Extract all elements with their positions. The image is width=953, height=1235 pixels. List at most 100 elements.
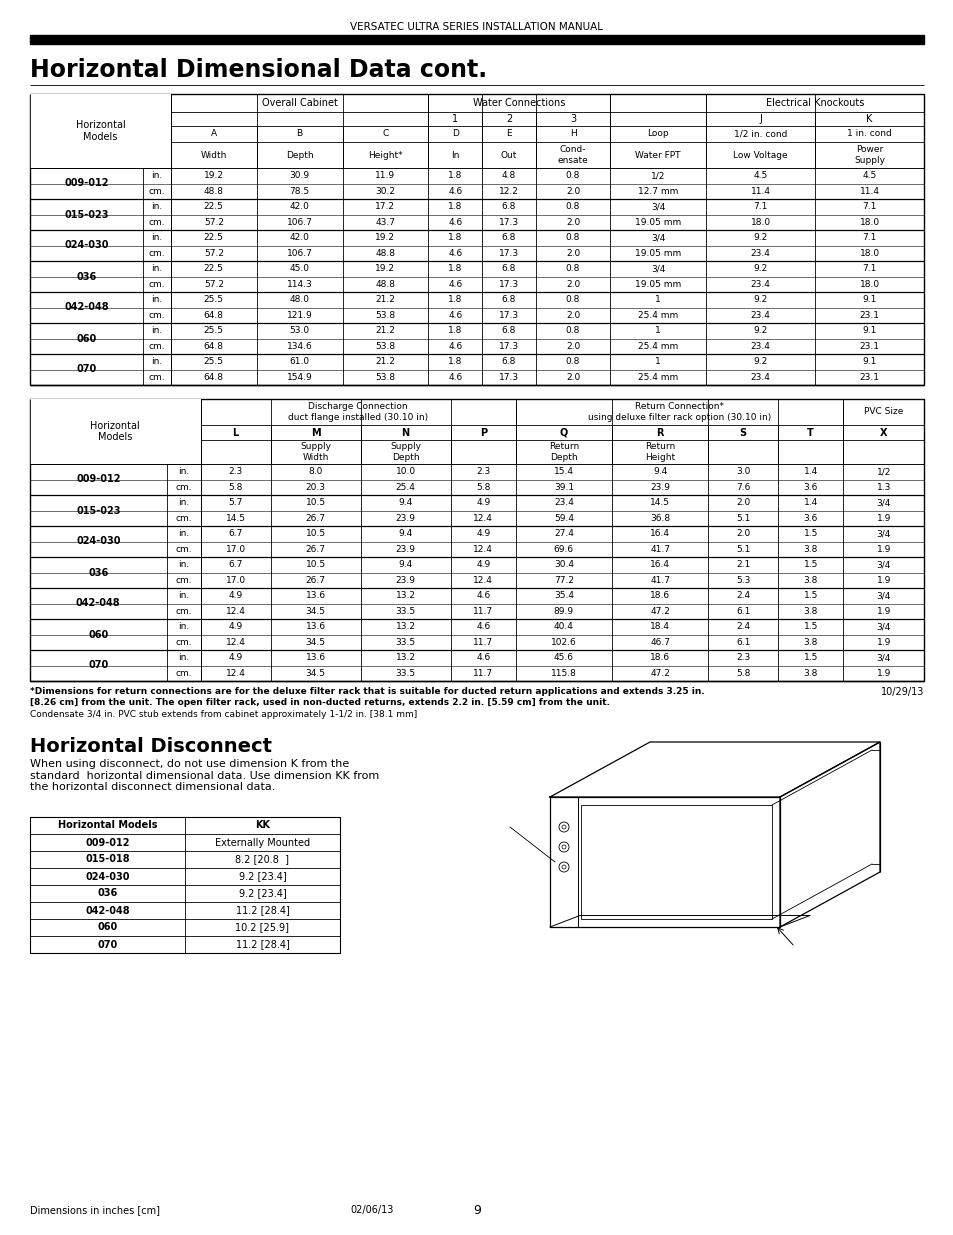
Text: 1.8: 1.8 xyxy=(448,295,462,304)
Text: 10/29/13: 10/29/13 xyxy=(880,687,923,697)
Text: 17.3: 17.3 xyxy=(498,342,518,351)
Text: 0.8: 0.8 xyxy=(565,357,579,367)
Text: 1.9: 1.9 xyxy=(876,637,890,647)
Text: 13.6: 13.6 xyxy=(305,622,325,631)
Text: 12.4: 12.4 xyxy=(473,514,493,522)
Text: 3.8: 3.8 xyxy=(802,606,817,616)
Text: 23.4: 23.4 xyxy=(554,498,574,508)
Text: 036: 036 xyxy=(97,888,117,899)
Text: 3/4: 3/4 xyxy=(650,264,665,273)
Text: Width: Width xyxy=(200,151,227,159)
Text: 1.9: 1.9 xyxy=(876,606,890,616)
Text: 45.0: 45.0 xyxy=(290,264,310,273)
Text: 78.5: 78.5 xyxy=(290,186,310,196)
Text: Electrical Knockouts: Electrical Knockouts xyxy=(765,98,863,107)
Text: 3/4: 3/4 xyxy=(650,203,665,211)
Text: 3.8: 3.8 xyxy=(802,545,817,553)
Text: 34.5: 34.5 xyxy=(305,606,325,616)
Text: Horizontal Models: Horizontal Models xyxy=(58,820,157,830)
Text: cm.: cm. xyxy=(175,483,192,492)
Text: 7.1: 7.1 xyxy=(862,264,876,273)
Bar xyxy=(580,805,771,919)
Text: 6.8: 6.8 xyxy=(501,264,516,273)
Text: 1.8: 1.8 xyxy=(448,326,462,335)
Bar xyxy=(30,94,171,168)
Text: 77.2: 77.2 xyxy=(554,576,574,584)
Text: 26.7: 26.7 xyxy=(305,576,325,584)
Text: 11.4: 11.4 xyxy=(859,186,879,196)
Text: cm.: cm. xyxy=(175,514,192,522)
Text: 2.0: 2.0 xyxy=(565,217,579,227)
Text: 2.3: 2.3 xyxy=(736,653,749,662)
Text: 11.7: 11.7 xyxy=(473,637,493,647)
Text: 1.5: 1.5 xyxy=(802,592,817,600)
Text: 8.2 [20.8  ]: 8.2 [20.8 ] xyxy=(235,855,289,864)
Text: 1/2 in. cond: 1/2 in. cond xyxy=(733,130,786,138)
Text: 6.8: 6.8 xyxy=(501,357,516,367)
Text: 5.1: 5.1 xyxy=(735,514,750,522)
Text: Horizontal
Models: Horizontal Models xyxy=(91,421,140,442)
Text: 9.1: 9.1 xyxy=(862,326,876,335)
Text: 15.4: 15.4 xyxy=(554,467,574,477)
Text: 13.2: 13.2 xyxy=(395,592,416,600)
Text: 4.9: 4.9 xyxy=(229,592,242,600)
Text: 1/2: 1/2 xyxy=(650,172,665,180)
Text: Horizontal Disconnect: Horizontal Disconnect xyxy=(30,737,272,756)
Text: 2.0: 2.0 xyxy=(736,530,749,538)
Text: 4.6: 4.6 xyxy=(448,280,462,289)
Text: 17.3: 17.3 xyxy=(498,217,518,227)
Text: 22.5: 22.5 xyxy=(204,233,224,242)
Text: 042-048: 042-048 xyxy=(85,905,130,915)
Text: 43.7: 43.7 xyxy=(375,217,395,227)
Text: 042-048: 042-048 xyxy=(76,599,120,609)
Text: 1.4: 1.4 xyxy=(802,498,817,508)
Text: 5.3: 5.3 xyxy=(735,576,750,584)
Text: 7.1: 7.1 xyxy=(753,203,767,211)
Text: 23.4: 23.4 xyxy=(750,342,770,351)
Text: 4.6: 4.6 xyxy=(476,592,490,600)
Text: 4.6: 4.6 xyxy=(448,217,462,227)
Text: 21.2: 21.2 xyxy=(375,326,395,335)
Text: 1: 1 xyxy=(655,295,660,304)
Text: 3.6: 3.6 xyxy=(802,483,817,492)
Text: Loop: Loop xyxy=(647,130,668,138)
Text: 26.7: 26.7 xyxy=(305,514,325,522)
Text: 12.7 mm: 12.7 mm xyxy=(638,186,678,196)
Text: C: C xyxy=(382,130,388,138)
Text: 1.3: 1.3 xyxy=(876,483,890,492)
Text: 9.4: 9.4 xyxy=(398,561,413,569)
Text: 10.2 [25.9]: 10.2 [25.9] xyxy=(235,923,289,932)
Text: 106.7: 106.7 xyxy=(286,217,313,227)
Text: 40.4: 40.4 xyxy=(554,622,574,631)
Text: 9.2: 9.2 xyxy=(753,326,767,335)
Text: [8.26 cm] from the unit. The open filter rack, used in non-ducted returns, exten: [8.26 cm] from the unit. The open filter… xyxy=(30,698,609,706)
Text: 2.3: 2.3 xyxy=(229,467,242,477)
Text: 5.7: 5.7 xyxy=(228,498,243,508)
Text: N: N xyxy=(401,427,409,437)
Text: A: A xyxy=(211,130,216,138)
Text: P: P xyxy=(479,427,486,437)
Text: 11.9: 11.9 xyxy=(375,172,395,180)
Text: 1.9: 1.9 xyxy=(876,545,890,553)
Text: in.: in. xyxy=(151,233,162,242)
Text: 14.5: 14.5 xyxy=(649,498,669,508)
Text: 015-018: 015-018 xyxy=(85,855,130,864)
Text: cm.: cm. xyxy=(149,373,165,382)
Text: 4.5: 4.5 xyxy=(862,172,876,180)
Text: 4.6: 4.6 xyxy=(448,342,462,351)
Text: 10.5: 10.5 xyxy=(305,530,325,538)
Text: 42.0: 42.0 xyxy=(290,203,309,211)
Text: 4.6: 4.6 xyxy=(448,311,462,320)
Text: 3/4: 3/4 xyxy=(876,653,890,662)
Text: 060: 060 xyxy=(97,923,117,932)
Text: 33.5: 33.5 xyxy=(395,668,416,678)
Text: 17.3: 17.3 xyxy=(498,311,518,320)
Text: Overall Cabinet: Overall Cabinet xyxy=(261,98,337,107)
Text: 13.2: 13.2 xyxy=(395,622,416,631)
Text: 34.5: 34.5 xyxy=(305,668,325,678)
Text: 070: 070 xyxy=(88,661,109,671)
Text: 4.6: 4.6 xyxy=(448,186,462,196)
Text: 14.5: 14.5 xyxy=(226,514,245,522)
Text: in.: in. xyxy=(151,264,162,273)
Text: 1.5: 1.5 xyxy=(802,530,817,538)
